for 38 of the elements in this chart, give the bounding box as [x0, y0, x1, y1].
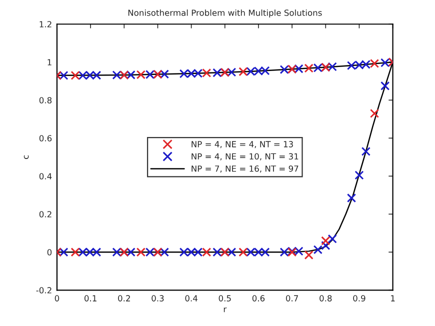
point	[304, 250, 314, 260]
x-tick-label: 0.1	[84, 295, 96, 302]
point	[370, 58, 380, 68]
y-tick-label: 0.8	[39, 97, 52, 104]
chart-title: Nonisothermal Problem with Multiple Solutions	[128, 9, 322, 18]
point	[321, 236, 330, 246]
legend-label: NP = 4, NE = 10, NT = 31	[192, 153, 298, 160]
point	[202, 248, 212, 257]
y-tick-label: 1.2	[40, 21, 52, 28]
point	[202, 68, 212, 78]
point	[304, 64, 314, 73]
y-tick-label: 0.6	[39, 135, 52, 142]
point	[238, 248, 248, 257]
y-tick-label: 0	[47, 249, 52, 256]
x-tick-label: 0.3	[152, 295, 164, 302]
point	[238, 67, 248, 76]
x-tick-label: 0.8	[320, 295, 332, 302]
y-tick-label: -0.2	[36, 287, 52, 294]
y-axis-title: c	[24, 155, 29, 159]
x-tick-label: 0.2	[118, 295, 130, 302]
y-tick-label: 0.4	[39, 173, 52, 180]
point	[70, 248, 80, 257]
x-tick-label: 0.5	[218, 295, 231, 302]
x-tick-label: 0.7	[286, 295, 298, 302]
point	[136, 248, 146, 257]
x-axis-title: r	[224, 308, 227, 312]
y-tick-label: 1	[48, 59, 52, 66]
x-tick-label: 1	[391, 295, 395, 302]
point	[70, 70, 80, 80]
x-tick-label: 0.9	[353, 295, 366, 302]
y-tick-label: 0.2	[39, 211, 52, 218]
x-tick-label: 0.4	[185, 295, 198, 302]
point	[370, 108, 380, 118]
legend-label: NP = 7, NE = 16, NT = 97	[192, 165, 298, 173]
x-tick-label: 0	[54, 295, 60, 302]
x-tick-label: 0.6	[252, 295, 265, 302]
legend-label: NP = 4, NE = 4, NT = 13	[192, 141, 293, 148]
point	[136, 70, 146, 80]
